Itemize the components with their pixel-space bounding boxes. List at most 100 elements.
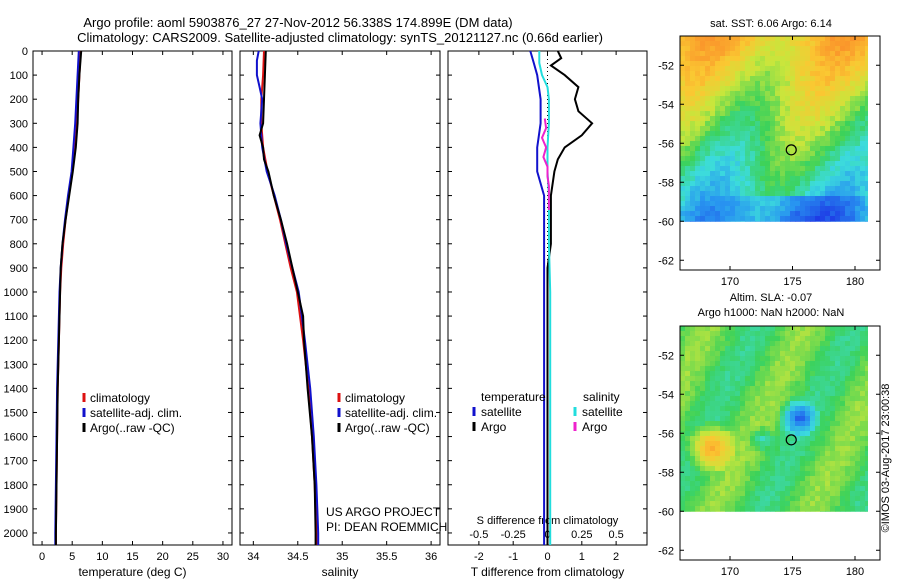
map-cell — [800, 501, 806, 507]
map-cell — [780, 86, 786, 92]
map-cell — [785, 361, 791, 367]
map-x-tick-label: 180 — [846, 276, 864, 288]
map-cell — [775, 501, 781, 507]
map-cell — [835, 451, 841, 457]
map-cell — [700, 46, 706, 52]
map-cell — [745, 486, 751, 492]
map-cell — [685, 466, 691, 472]
map-cell — [710, 186, 716, 192]
map-cell — [700, 86, 706, 92]
map-cell — [755, 136, 761, 142]
map-cell — [780, 211, 786, 217]
map-cell — [680, 351, 686, 357]
map-cell — [760, 131, 766, 137]
map-cell — [685, 41, 691, 47]
map-cell — [785, 171, 791, 177]
map-cell — [815, 46, 821, 52]
map-cell — [835, 406, 841, 412]
map-cell — [795, 351, 801, 357]
map-cell — [745, 71, 751, 77]
map-cell — [820, 56, 826, 62]
legend-label: satellite — [582, 405, 623, 419]
map-cell — [695, 186, 701, 192]
map-cell — [840, 201, 846, 207]
map-cell — [695, 371, 701, 377]
map-cell — [755, 401, 761, 407]
map-cell — [825, 491, 831, 497]
map-cell — [715, 171, 721, 177]
map-cell — [735, 181, 741, 187]
map-cell — [820, 376, 826, 382]
map-cell — [835, 171, 841, 177]
map-cell — [735, 451, 741, 457]
map-cell — [765, 471, 771, 477]
map-cell — [745, 151, 751, 157]
x-tick-label: 34 — [247, 551, 259, 563]
map-cell — [795, 76, 801, 82]
map-cell — [750, 96, 756, 102]
map-cell — [695, 91, 701, 97]
map-cell — [745, 96, 751, 102]
map-cell — [825, 391, 831, 397]
map-cell — [835, 201, 841, 207]
map-cell — [680, 451, 686, 457]
map-cell — [750, 116, 756, 122]
map-cell — [735, 421, 741, 427]
map-cell — [840, 156, 846, 162]
map-cell — [805, 331, 811, 337]
map-cell — [755, 391, 761, 397]
map-cell — [840, 426, 846, 432]
map-cell — [835, 481, 841, 487]
map-cell — [825, 201, 831, 207]
map-cell — [810, 466, 816, 472]
map-cell — [805, 196, 811, 202]
map-cell — [690, 386, 696, 392]
map-cell — [760, 176, 766, 182]
map-cell — [720, 361, 726, 367]
map-cell — [770, 506, 776, 512]
map-cell — [840, 166, 846, 172]
map-cell — [790, 376, 796, 382]
depth-tick-label: 1100 — [4, 311, 28, 323]
map-cell — [710, 36, 716, 42]
map-cell — [680, 111, 686, 117]
map-cell — [705, 396, 711, 402]
map-cell — [775, 331, 781, 337]
map-cell — [800, 496, 806, 502]
map-cell — [795, 466, 801, 472]
map-cell — [840, 91, 846, 97]
map-cell — [700, 131, 706, 137]
map-cell — [800, 416, 806, 422]
map-cell — [770, 86, 776, 92]
map-cell — [705, 511, 711, 512]
map-cell — [780, 131, 786, 137]
map-cell — [820, 166, 826, 172]
map-cell — [770, 156, 776, 162]
map-cell — [745, 446, 751, 452]
map-cell — [710, 351, 716, 357]
map-cell — [780, 161, 786, 167]
map-cell — [850, 351, 856, 357]
map-cell — [830, 381, 836, 387]
map-cell — [820, 206, 826, 212]
map-cell — [710, 381, 716, 387]
map-cell — [775, 161, 781, 167]
map-cell — [855, 341, 861, 347]
map-cell — [815, 476, 821, 482]
map-cell — [730, 511, 736, 512]
map-cell — [725, 191, 731, 197]
map-cell — [685, 161, 691, 167]
map-cell — [680, 501, 686, 507]
depth-tick-label: 300 — [10, 118, 28, 130]
map-cell — [835, 56, 841, 62]
map-cell — [855, 386, 861, 392]
map-cell — [720, 101, 726, 107]
map-cell — [850, 131, 856, 137]
map-cell — [740, 171, 746, 177]
map-cell — [750, 411, 756, 417]
map-cell — [745, 371, 751, 377]
map-cell — [750, 436, 756, 442]
map-cell — [695, 51, 701, 57]
map-cell — [765, 51, 771, 57]
map-cell — [800, 146, 806, 152]
